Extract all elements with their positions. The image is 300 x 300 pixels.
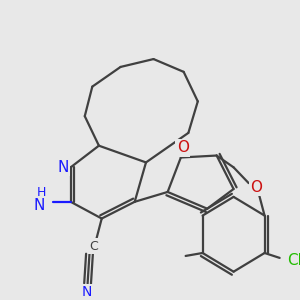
Text: N: N	[34, 198, 45, 213]
Text: O: O	[177, 140, 189, 155]
Text: C: C	[89, 240, 98, 253]
Text: Cl: Cl	[287, 254, 300, 268]
Text: H: H	[37, 186, 46, 200]
Text: N: N	[82, 285, 92, 299]
Text: O: O	[250, 179, 262, 194]
Text: N: N	[57, 160, 69, 175]
